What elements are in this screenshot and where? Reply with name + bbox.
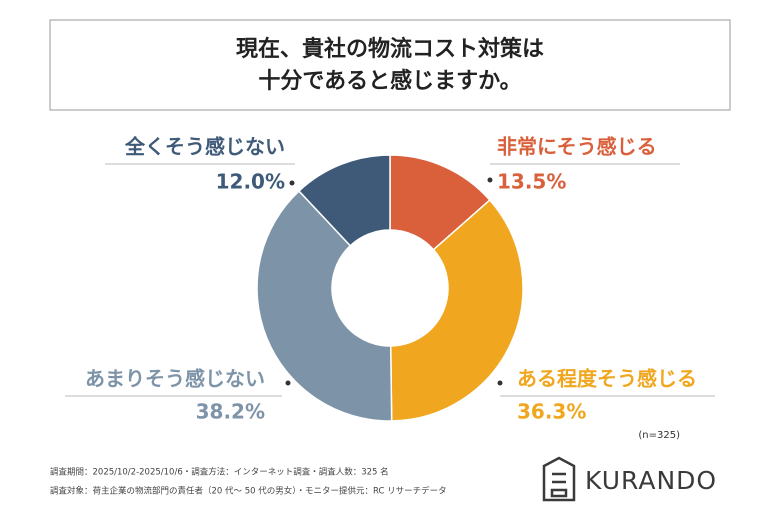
- value-label: 13.5%: [497, 170, 566, 194]
- logo-icon: [542, 456, 576, 502]
- leader-dot: [285, 380, 291, 386]
- leader-dot: [289, 180, 295, 186]
- value-label: 36.3%: [517, 400, 586, 424]
- footnote: 調査期間：2025/10/2-2025/10/6・調査方法：インターネット調査・…: [50, 467, 389, 478]
- logo-icon: [550, 472, 568, 498]
- value-label: 12.0%: [216, 170, 285, 194]
- value-label: 38.2%: [196, 400, 265, 424]
- footnote: 調査対象：荷主企業の物流部門の責任者（20 代～ 50 代の男女）・モニター提供…: [50, 486, 447, 497]
- brand: KURANDO: [585, 466, 717, 495]
- donut-slice: [297, 154, 391, 247]
- sample-size: (n=325): [638, 430, 680, 441]
- slice-label: 非常にそう感じる: [497, 135, 657, 159]
- slice-label: ある程度そう感じる: [517, 367, 697, 391]
- slice-label: あまりそう感じない: [85, 367, 265, 391]
- slice-label: 全くそう感じない: [124, 135, 285, 159]
- title-box: [49, 19, 731, 111]
- chart-title: 十分であると感じますか。: [258, 68, 521, 94]
- leader-dot: [487, 177, 493, 183]
- donut-slice: [256, 189, 393, 422]
- donut-slice: [389, 198, 524, 422]
- leader-dot: [497, 380, 503, 386]
- logo: [542, 456, 576, 502]
- chart-title: 現在、貴社の物流コスト対策は: [236, 36, 544, 62]
